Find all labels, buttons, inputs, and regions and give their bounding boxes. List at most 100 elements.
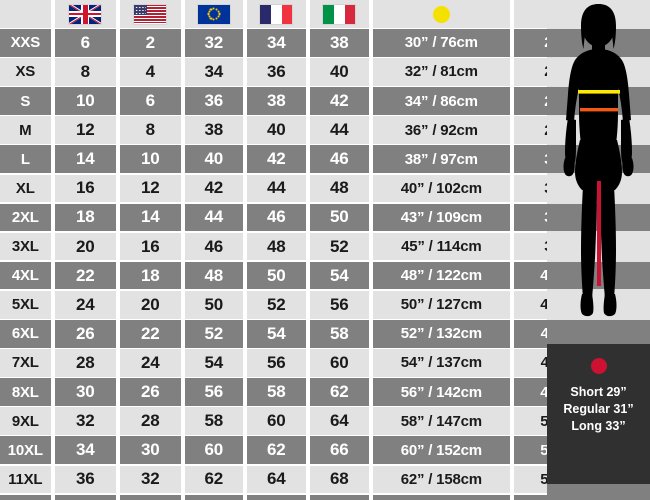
- table-cell-us: 12: [120, 174, 181, 203]
- row-size-label: M: [0, 116, 51, 144]
- table-cell-uk: 28: [55, 349, 116, 377]
- table-cell-bust: 34” / 86cm: [373, 87, 510, 115]
- table-cell-us: 4: [120, 58, 181, 86]
- table-cell-fr: 34: [247, 29, 306, 57]
- table-cell-eu: 36: [185, 87, 243, 115]
- row-size-label: 3XL: [0, 232, 51, 261]
- header-cell-us: [120, 0, 181, 28]
- table-cell-eu: 38: [185, 116, 243, 144]
- table-cell-it: 54: [310, 261, 369, 290]
- table-cell-us: 16: [120, 232, 181, 261]
- eu-flag-icon: [196, 3, 231, 25]
- table-cell-it: 56: [310, 290, 369, 319]
- table-cell-fr: 56: [247, 349, 306, 377]
- table-cell-us: 30: [120, 436, 181, 465]
- table-cell-fr: 48: [247, 232, 306, 261]
- table-cell-bust: 62” / 158cm: [373, 465, 510, 494]
- table-cell-us: 28: [120, 407, 181, 435]
- waist-measure-line: [580, 108, 618, 112]
- table-cell-fr: 64: [247, 465, 306, 494]
- table-cell-it: 46: [310, 145, 369, 174]
- table-footer-band: [247, 494, 306, 500]
- row-size-label: 10XL: [0, 436, 51, 465]
- header-cell-eu: [185, 0, 243, 28]
- table-cell-it: 38: [310, 29, 369, 57]
- table-cell-eu: 52: [185, 320, 243, 348]
- table-cell-us: 6: [120, 87, 181, 115]
- table-cell-us: 10: [120, 145, 181, 174]
- header-cell-size: [0, 0, 51, 28]
- inseam-line: Long 33”: [571, 419, 626, 433]
- table-cell-fr: 44: [247, 174, 306, 203]
- table-cell-eu: 56: [185, 378, 243, 406]
- table-cell-bust: 52” / 132cm: [373, 320, 510, 348]
- table-cell-fr: 36: [247, 58, 306, 86]
- table-cell-us: 18: [120, 261, 181, 290]
- table-cell-uk: 18: [55, 203, 116, 232]
- uk-flag-icon: [68, 3, 103, 25]
- inseam-line: Regular 31”: [563, 402, 634, 416]
- table-cell-bust: 45” / 114cm: [373, 232, 510, 261]
- table-cell-uk: 14: [55, 145, 116, 174]
- bust-measure-line: [578, 90, 620, 94]
- inseam-line: Short 29”: [570, 385, 627, 399]
- row-size-label: XL: [0, 174, 51, 203]
- table-cell-fr: 60: [247, 407, 306, 435]
- table-cell-it: 62: [310, 378, 369, 406]
- table-cell-bust: 36” / 92cm: [373, 116, 510, 144]
- table-cell-eu: 34: [185, 58, 243, 86]
- table-cell-bust: 48” / 122cm: [373, 261, 510, 290]
- header-cell-uk: [55, 0, 116, 28]
- table-cell-it: 50: [310, 203, 369, 232]
- table-cell-uk: 26: [55, 320, 116, 348]
- it-flag-icon: [322, 3, 357, 25]
- table-cell-fr: 46: [247, 203, 306, 232]
- row-size-label: 9XL: [0, 407, 51, 435]
- table-cell-fr: 58: [247, 378, 306, 406]
- header-cell-bust: [373, 0, 510, 28]
- table-cell-fr: 42: [247, 145, 306, 174]
- row-size-label: 8XL: [0, 378, 51, 406]
- table-cell-fr: 40: [247, 116, 306, 144]
- table-cell-eu: 62: [185, 465, 243, 494]
- table-cell-it: 48: [310, 174, 369, 203]
- table-footer-band: [55, 494, 116, 500]
- table-cell-eu: 54: [185, 349, 243, 377]
- table-footer-band: [120, 494, 181, 500]
- yellow-dot-icon: [432, 5, 450, 23]
- table-cell-uk: 8: [55, 58, 116, 86]
- row-size-label: 2XL: [0, 203, 51, 232]
- table-cell-uk: 24: [55, 290, 116, 319]
- table-cell-eu: 48: [185, 261, 243, 290]
- table-footer-band: [310, 494, 369, 500]
- inseam-measure-line: [597, 181, 601, 286]
- row-size-label: L: [0, 145, 51, 174]
- table-cell-bust: 32” / 81cm: [373, 58, 510, 86]
- table-cell-bust: 30” / 76cm: [373, 29, 510, 57]
- table-cell-uk: 32: [55, 407, 116, 435]
- table-cell-uk: 12: [55, 116, 116, 144]
- header-cell-it: [310, 0, 369, 28]
- table-cell-us: 22: [120, 320, 181, 348]
- figure-background-band: [547, 320, 650, 344]
- table-cell-eu: 32: [185, 29, 243, 57]
- table-cell-uk: 22: [55, 261, 116, 290]
- row-size-label: XS: [0, 58, 51, 86]
- table-footer-band: [373, 494, 510, 500]
- table-footer-band: [185, 494, 243, 500]
- table-cell-it: 64: [310, 407, 369, 435]
- table-cell-eu: 58: [185, 407, 243, 435]
- header-cell-fr: [247, 0, 306, 28]
- row-size-label: S: [0, 87, 51, 115]
- inseam-info-panel: Short 29” Regular 31” Long 33”: [547, 344, 650, 484]
- figure-background-band: [547, 290, 650, 319]
- row-size-label: XXS: [0, 29, 51, 57]
- table-cell-uk: 36: [55, 465, 116, 494]
- body-figure-panel: [547, 0, 650, 344]
- table-cell-it: 66: [310, 436, 369, 465]
- table-cell-eu: 42: [185, 174, 243, 203]
- table-cell-eu: 44: [185, 203, 243, 232]
- fr-flag-icon: [259, 3, 294, 25]
- table-cell-us: 20: [120, 290, 181, 319]
